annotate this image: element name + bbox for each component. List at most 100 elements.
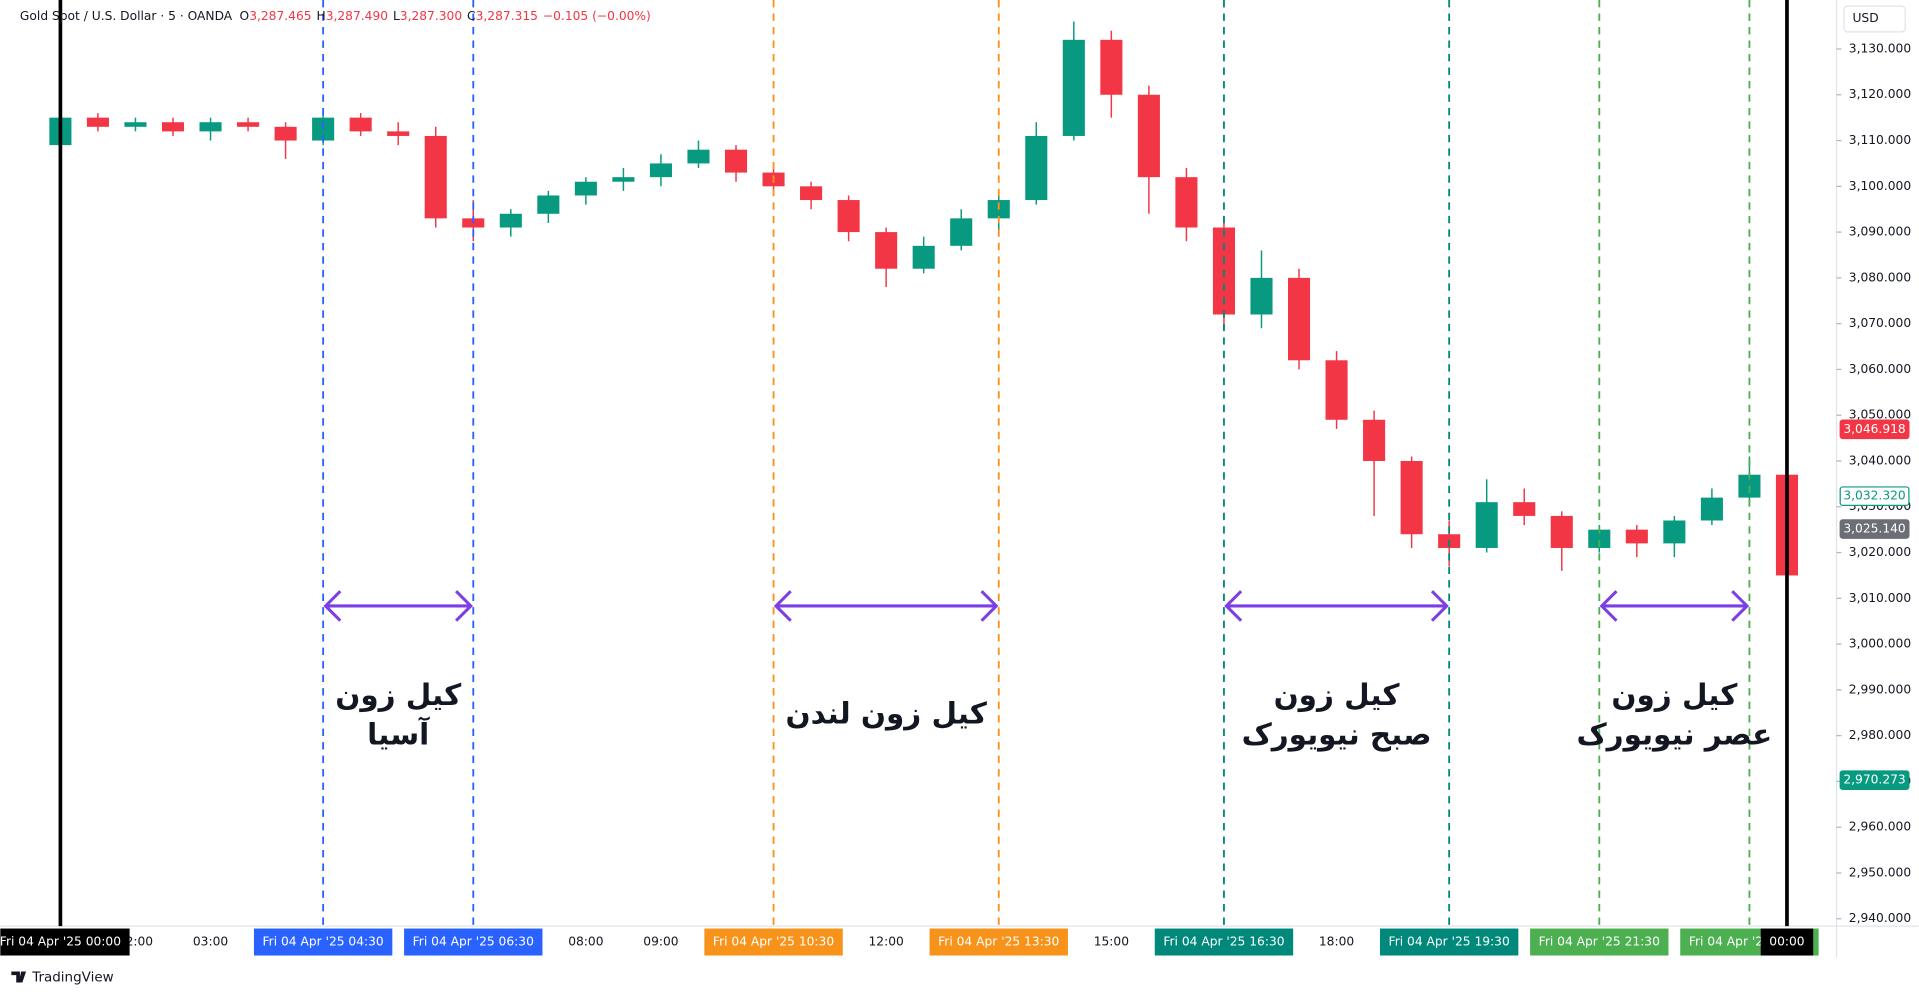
x-tick-label: 03:00	[193, 935, 228, 949]
y-tick-label: 3,040.000	[1849, 453, 1911, 467]
candle-body	[1625, 529, 1648, 544]
x-tick-label: Fri 04 Apr '25 13:30	[938, 935, 1059, 949]
candle-body	[800, 186, 823, 201]
change: −0.105 (−0.00%)	[543, 8, 651, 22]
price-badge	[1839, 770, 1910, 790]
ohlc-key: C	[467, 8, 476, 22]
ohlc-key: L	[393, 8, 400, 22]
candle-body	[161, 122, 185, 132]
currency: USD	[1852, 11, 1878, 25]
y-tick-label: 2,960.000	[1849, 820, 1911, 834]
y-tick-label: 3,050.000	[1849, 408, 1911, 422]
candle-body	[1588, 529, 1611, 548]
candle-body	[649, 163, 672, 178]
candle-body	[612, 177, 635, 182]
x-tick-label: Fri 04 Apr '25 10:30	[713, 935, 834, 949]
x-tick-label: 15:00	[1094, 935, 1129, 949]
x-tick-label: 09:00	[643, 935, 678, 949]
candle-body	[724, 149, 748, 173]
candle-body	[86, 117, 109, 127]
candle-body	[274, 126, 297, 141]
candle-body	[499, 213, 522, 228]
x-tick-box	[704, 928, 843, 956]
candle-body	[574, 181, 597, 196]
y-tick-label: 3,020.000	[1849, 545, 1911, 559]
candle-body	[199, 122, 222, 132]
ohlc-value: 3,287.315	[476, 8, 538, 22]
candle-body	[912, 245, 935, 269]
y-tick-label: 3,120.000	[1849, 87, 1911, 101]
candle-body	[1025, 135, 1048, 201]
candle-body	[837, 200, 860, 233]
session-label: کیل زون	[1274, 678, 1401, 712]
session-arrow	[1224, 590, 1449, 622]
x-tick-label: Fri 04 Apr '25 04:30	[263, 935, 384, 949]
ohlc: O3,287.465 H3,287.490 L3,287.300 C3,287.315	[240, 8, 538, 22]
x-tick-box	[1530, 928, 1669, 956]
candle-body	[312, 117, 335, 141]
candle-body	[687, 149, 710, 164]
y-tick-label: 2,990.000	[1849, 682, 1911, 696]
candle-body	[387, 131, 410, 136]
candle-body	[124, 122, 147, 127]
price-badge	[1839, 519, 1910, 539]
y-tick-label: 3,130.000	[1849, 41, 1911, 55]
ohlc-key: H	[316, 8, 325, 22]
session-arrow	[1599, 590, 1750, 622]
x-tick-box	[929, 928, 1068, 956]
candle-body	[950, 218, 973, 246]
x-tick-label: 08:00	[568, 935, 603, 949]
y-tick-label: 3,090.000	[1849, 225, 1911, 239]
session-label: آسیا	[367, 715, 430, 751]
price-badge-label: 2,970.273	[1843, 773, 1905, 787]
x-tick-box	[1379, 928, 1519, 956]
candle-body	[1250, 277, 1273, 315]
candle-body	[1663, 520, 1686, 544]
session-label: عصر نیویورک	[1577, 717, 1773, 751]
y-tick-label: 3,010.000	[1849, 591, 1911, 605]
symbol: Gold Spot / U.S. Dollar · 5 · OANDA	[20, 8, 233, 22]
candle-body	[1175, 177, 1198, 228]
candle-body	[1100, 39, 1123, 95]
logo-icon	[11, 971, 27, 983]
ohlc-value: 3,287.300	[400, 8, 462, 22]
ohlc-value: 3,287.465	[249, 8, 311, 22]
header: Gold Spot / U.S. Dollar · 5 · OANDA O3,28…	[20, 8, 651, 22]
y-tick-label: 2,950.000	[1849, 865, 1911, 879]
x-tick-label: 18:00	[1319, 935, 1354, 949]
price-badge-label: 3,046.918	[1843, 422, 1905, 436]
ohlc-value: 3,287.490	[326, 8, 388, 22]
session-arrow	[773, 590, 999, 622]
x-tick-box	[1154, 928, 1294, 956]
candle-body	[1137, 94, 1160, 178]
candle-body	[424, 135, 447, 219]
y-tick-label: 3,070.000	[1849, 316, 1911, 330]
candle-body	[1400, 460, 1423, 535]
x-tick-box	[0, 928, 130, 956]
y-tick-label: 3,060.000	[1849, 362, 1911, 376]
x-tick-label: 00:00	[1769, 935, 1804, 949]
x-tick-box	[1760, 928, 1814, 956]
x-tick-label: Fri 04 Apr '25 19:30	[1389, 935, 1510, 949]
price-badge	[1839, 419, 1910, 440]
session-arrow	[323, 590, 473, 622]
x-tick-box	[253, 928, 393, 956]
candle-body	[1363, 419, 1386, 461]
y-tick-label: 3,000.000	[1849, 637, 1911, 651]
candle-body	[1513, 502, 1536, 516]
y-tick-label: 2,980.000	[1849, 728, 1911, 742]
x-tick-label: Fri 04 Apr '25 21:30	[1539, 935, 1660, 949]
price-badge	[1839, 486, 1910, 506]
candle-body	[1287, 277, 1311, 361]
candle-body	[1325, 360, 1348, 420]
x-tick-label: 12:00	[868, 935, 903, 949]
ohlc-key: O	[240, 8, 250, 22]
x-tick-label: Fri 04 Apr '25 00:00	[0, 935, 121, 949]
y-tick-label: 2,940.000	[1849, 911, 1911, 925]
session-label: کیل زون	[1611, 678, 1738, 712]
candle-body	[1700, 497, 1723, 521]
